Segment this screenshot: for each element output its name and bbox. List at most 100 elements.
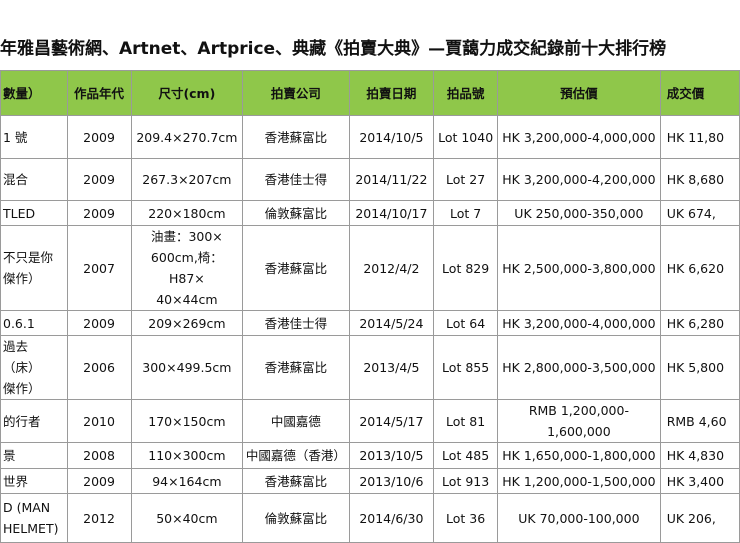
table-cell: 混合 <box>0 158 68 201</box>
table-cell: 香港佳士得 <box>242 158 350 201</box>
table-cell: 不只是你 傑作） <box>0 225 68 311</box>
table-cell: 香港佳士得 <box>242 310 350 336</box>
table-row: 過去（床） 傑作） 2006 300×499.5cm 香港蘇富比 2013/4/5 Lot… <box>0 335 740 400</box>
table-cell: 倫敦蘇富比 <box>242 200 350 226</box>
table-cell: 油畫：300× 600cm,椅：H87× 40×44cm <box>130 225 244 311</box>
table-cell: 2014/10/17 <box>348 200 435 226</box>
table-cell: Lot 36 <box>433 493 499 543</box>
table-cell: UK 206, <box>659 493 740 543</box>
column-header: 預估價 <box>497 70 661 116</box>
column-header: 數量） <box>0 70 68 116</box>
table-cell: 2008 <box>66 442 132 469</box>
table-cell: HK 8,680 <box>659 158 740 201</box>
table-row: 混合 2009 267.3×207cm 香港佳士得 2014/11/22 Lot 27 HK… <box>0 158 740 201</box>
column-header: 成交價 <box>659 70 740 116</box>
table-cell: 香港蘇富比 <box>242 335 350 400</box>
table-cell: HK 6,280 <box>659 310 740 336</box>
table-cell: 2014/11/22 <box>348 158 435 201</box>
table-row: 0.6.1 2009 209×269cm 香港佳士得 2014/5/24 Lot 64 HK… <box>0 310 740 336</box>
table-cell: Lot 81 <box>433 399 499 443</box>
table-cell: 世界 <box>0 468 68 494</box>
table-cell: 2006 <box>66 335 132 400</box>
table-cell: 中國嘉德 <box>242 399 350 443</box>
table-row: 不只是你 傑作） 2007 油畫：300× 600cm,椅：H87× 40×44cm… <box>0 225 740 311</box>
table-cell: 220×180cm <box>130 200 244 226</box>
column-header: 拍品號 <box>433 70 499 116</box>
table-cell: 170×150cm <box>130 399 244 443</box>
table-cell: 香港蘇富比 <box>242 225 350 311</box>
table-cell: 110×300cm <box>130 442 244 469</box>
table-cell: Lot 1040 <box>433 115 499 159</box>
table-cell: HK 4,830 <box>659 442 740 469</box>
table-cell: 1 號 <box>0 115 68 159</box>
table-row: D (MAN HELMET) 2012 50×40cm 倫敦蘇富比 2014/6/30 L… <box>0 493 740 543</box>
table-cell: 2013/10/6 <box>348 468 435 494</box>
table-cell: RMB 1,200,000-1,600,000 <box>497 399 661 443</box>
table-cell: UK 70,000-100,000 <box>497 493 661 543</box>
table-cell: 倫敦蘇富比 <box>242 493 350 543</box>
table-row: TLED 2009 220×180cm 倫敦蘇富比 2014/10/17 Lot 7 UK … <box>0 200 740 226</box>
table-cell: HK 2,500,000-3,800,000 <box>497 225 661 311</box>
table-cell: RMB 4,60 <box>659 399 740 443</box>
table-cell: HK 3,200,000-4,000,000 <box>497 115 661 159</box>
table-cell: HK 5,800 <box>659 335 740 400</box>
table-cell: 2014/6/30 <box>348 493 435 543</box>
table-cell: 的行者 <box>0 399 68 443</box>
table-cell: HK 3,200,000-4,000,000 <box>497 310 661 336</box>
table-cell: HK 1,650,000-1,800,000 <box>497 442 661 469</box>
table-cell: HK 3,400 <box>659 468 740 494</box>
table-row: 世界 2009 94×164cm 香港蘇富比 2013/10/6 Lot 913 HK 1,… <box>0 468 740 494</box>
table-cell: 2013/4/5 <box>348 335 435 400</box>
table-cell: 香港蘇富比 <box>242 115 350 159</box>
page: {"header": {"title": "年雅昌藝術網、Artnet、Artp… <box>0 39 740 543</box>
table-row: 的行者 2010 170×150cm 中國嘉德 2014/5/17 Lot 81 RMB 1… <box>0 399 740 443</box>
table-cell: 景 <box>0 442 68 469</box>
table-cell: HK 3,200,000-4,200,000 <box>497 158 661 201</box>
table-cell: Lot 855 <box>433 335 499 400</box>
table-row: 1 號 2009 209.4×270.7cm 香港蘇富比 2014/10/5 Lot 10… <box>0 115 740 159</box>
column-header: 尺寸(cm) <box>130 70 244 116</box>
table-cell: Lot 829 <box>433 225 499 311</box>
table-cell: 209.4×270.7cm <box>130 115 244 159</box>
table-cell: 中國嘉德（香港） <box>242 442 350 469</box>
table-cell: 94×164cm <box>130 468 244 494</box>
table-cell: HK 6,620 <box>659 225 740 311</box>
table-cell: 香港蘇富比 <box>242 468 350 494</box>
table-cell: 2009 <box>66 310 132 336</box>
title: 年雅昌藝術網、Artnet、Artprice、典藏《拍賣大典》—賈藹力成交紀錄前… <box>0 39 667 59</box>
table-cell: 2014/10/5 <box>348 115 435 159</box>
table-cell: 2010 <box>66 399 132 443</box>
table-cell: 300×499.5cm <box>130 335 244 400</box>
table-cell: Lot 485 <box>433 442 499 469</box>
table-cell: HK 11,80 <box>659 115 740 159</box>
table-cell: 2012 <box>66 493 132 543</box>
table-cell: D (MAN HELMET) <box>0 493 68 543</box>
table-cell: UK 250,000-350,000 <box>497 200 661 226</box>
table-body: 1 號 2009 209.4×270.7cm 香港蘇富比 2014/10/5 Lot 10… <box>0 115 740 543</box>
table-cell: 2013/10/5 <box>348 442 435 469</box>
table-cell: 50×40cm <box>130 493 244 543</box>
table-cell: UK 674, <box>659 200 740 226</box>
table-cell: 過去（床） 傑作） <box>0 335 68 400</box>
column-header: 拍賣日期 <box>348 70 435 116</box>
table-cell: 267.3×207cm <box>130 158 244 201</box>
table-cell: 209×269cm <box>130 310 244 336</box>
table-cell: 0.6.1 <box>0 310 68 336</box>
header-row: 數量） 作品年代 尺寸(cm) 拍賣公司 拍賣日期 拍品號 預估價 成交價 <box>0 70 740 116</box>
table-cell: 2014/5/24 <box>348 310 435 336</box>
table-cell: Lot 64 <box>433 310 499 336</box>
table-cell: 2009 <box>66 158 132 201</box>
table-cell: HK 1,200,000-1,500,000 <box>497 468 661 494</box>
table-cell: 2009 <box>66 200 132 226</box>
table-cell: 2014/5/17 <box>348 399 435 443</box>
table-cell: HK 2,800,000-3,500,000 <box>497 335 661 400</box>
table-cell: TLED <box>0 200 68 226</box>
table-cell: 2009 <box>66 115 132 159</box>
column-header: 作品年代 <box>66 70 132 116</box>
column-header: 拍賣公司 <box>242 70 350 116</box>
table-cell: Lot 27 <box>433 158 499 201</box>
table-cell: Lot 913 <box>433 468 499 494</box>
table-row: 景 2008 110×300cm 中國嘉德（香港） 2013/10/5 Lot 485 HK… <box>0 442 740 469</box>
table-cell: 2012/4/2 <box>348 225 435 311</box>
table-cell: 2009 <box>66 468 132 494</box>
